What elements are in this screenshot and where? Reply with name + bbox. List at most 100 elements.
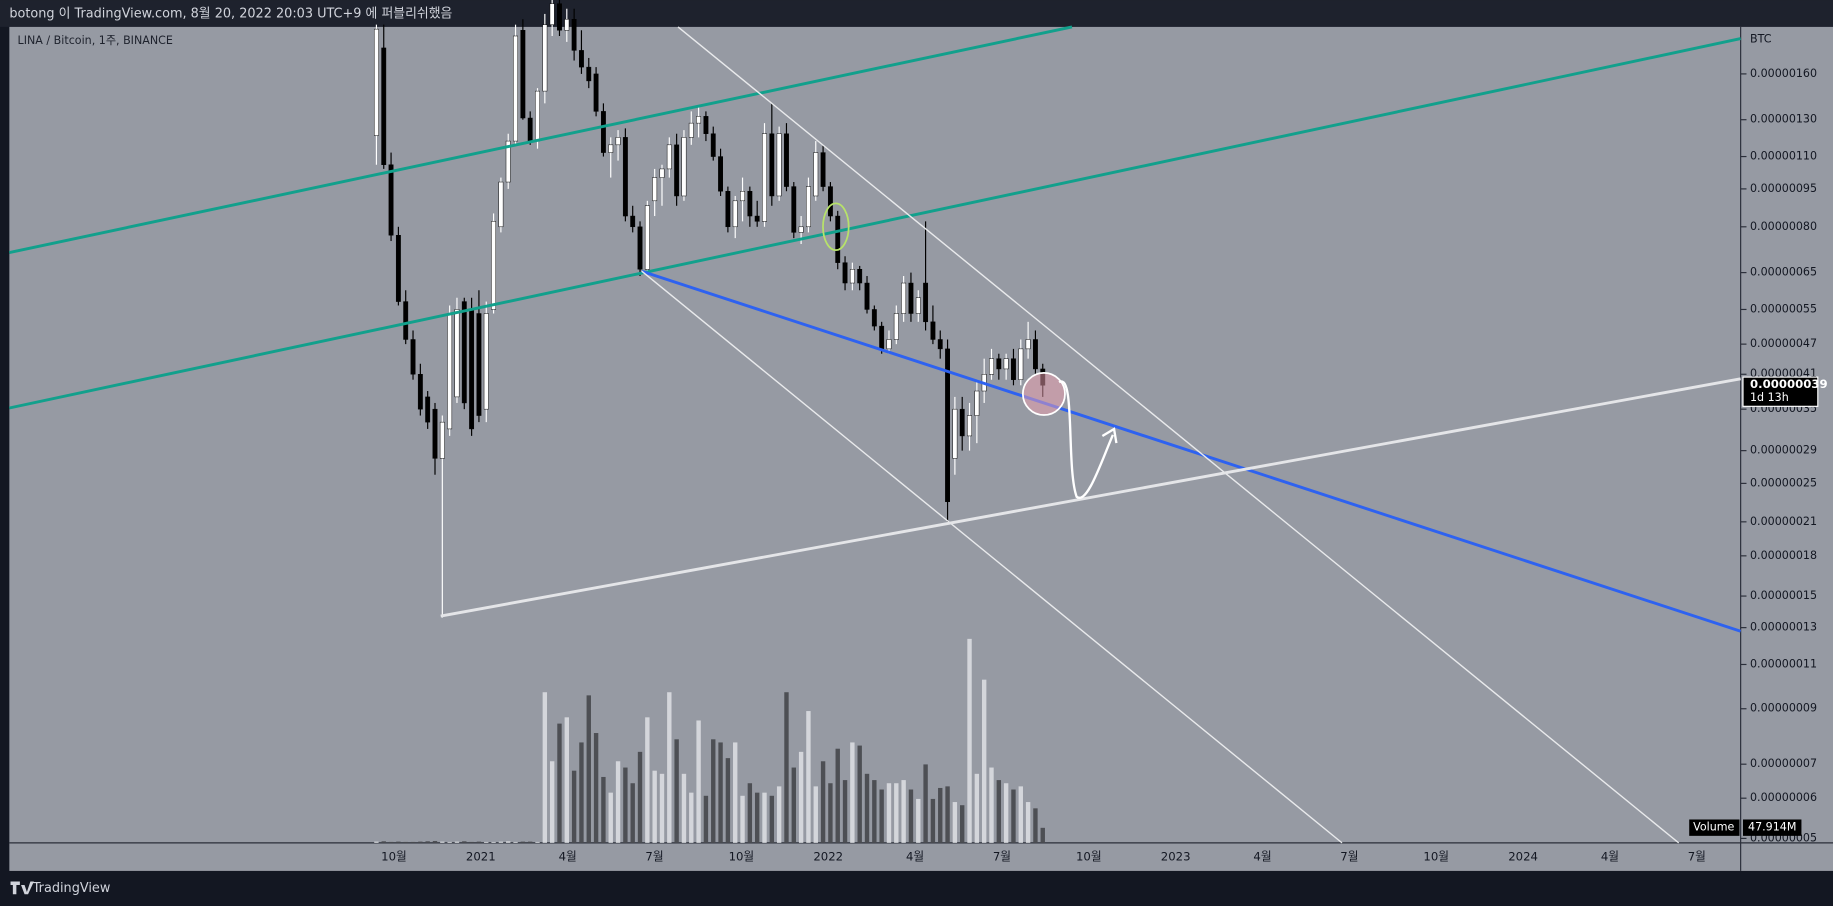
candle-body bbox=[1025, 339, 1031, 350]
volume-bar bbox=[681, 773, 687, 843]
highlight-circle bbox=[1022, 372, 1066, 416]
candle-body bbox=[696, 116, 702, 124]
candle-body bbox=[432, 408, 438, 459]
channel-line bbox=[677, 26, 1680, 844]
candle-body bbox=[666, 144, 672, 170]
volume-bar bbox=[740, 795, 745, 843]
candle-body bbox=[893, 313, 899, 340]
candle-body bbox=[967, 415, 972, 437]
candle-body bbox=[425, 396, 431, 423]
volume-bar bbox=[623, 767, 628, 843]
candle-body bbox=[615, 137, 621, 146]
y-tick-label: 0.00000029 bbox=[1750, 444, 1817, 457]
volume-bar bbox=[1003, 783, 1009, 843]
candle-body bbox=[652, 177, 658, 202]
volume-bar bbox=[850, 742, 855, 843]
candle-body bbox=[659, 168, 665, 178]
candle-body bbox=[776, 133, 782, 197]
y-tick-label: 0.00000018 bbox=[1750, 549, 1817, 562]
volume-bar bbox=[989, 767, 994, 843]
candle-body bbox=[725, 190, 731, 228]
volume-bar bbox=[659, 773, 665, 843]
currency: BTC bbox=[1750, 33, 1772, 46]
volume-bar bbox=[396, 841, 401, 843]
candle-body bbox=[688, 122, 694, 138]
volume-bar bbox=[718, 742, 723, 843]
y-tick-label: 0.00000007 bbox=[1750, 757, 1817, 770]
candle-body bbox=[557, 3, 562, 31]
volume-bar bbox=[938, 787, 943, 843]
candle-body bbox=[740, 190, 745, 202]
candle-body bbox=[769, 133, 775, 197]
volume-bar bbox=[615, 761, 621, 843]
volume-bar bbox=[535, 841, 540, 843]
volume-bar bbox=[571, 770, 577, 843]
candle-body bbox=[527, 117, 533, 142]
volume-bar bbox=[747, 783, 753, 843]
volume-bar bbox=[491, 841, 496, 843]
x-tick-label: 2024 bbox=[1508, 849, 1538, 863]
x-tick-label: 4월 bbox=[1601, 849, 1619, 863]
y-tick-label: 0.00000021 bbox=[1750, 515, 1817, 528]
support-line bbox=[440, 377, 1741, 618]
candle-body bbox=[952, 408, 958, 459]
volume-bar bbox=[410, 841, 416, 843]
candle-body bbox=[564, 18, 570, 31]
volume-bar bbox=[967, 638, 972, 843]
candle-body bbox=[1011, 358, 1016, 380]
y-tick-label: 0.00000047 bbox=[1750, 337, 1817, 350]
candle-body bbox=[747, 190, 753, 217]
candle-body bbox=[579, 50, 584, 68]
volume-name: Volume bbox=[1693, 821, 1734, 834]
volume-bar bbox=[476, 841, 482, 843]
candle-body bbox=[513, 35, 518, 142]
volume-bar bbox=[703, 795, 709, 843]
volume-bar bbox=[820, 761, 826, 843]
candle-body bbox=[586, 66, 592, 82]
price-axis bbox=[1740, 26, 1833, 871]
volume-bar bbox=[857, 745, 862, 843]
volume-bar bbox=[579, 742, 584, 843]
candle-body bbox=[447, 313, 453, 430]
candles bbox=[373, 0, 1046, 618]
volume-bar bbox=[696, 720, 701, 843]
candle-body bbox=[754, 215, 760, 222]
candle-body bbox=[857, 269, 863, 284]
candle-body bbox=[373, 28, 379, 136]
candle-body bbox=[923, 282, 929, 323]
trend-line bbox=[641, 269, 1742, 633]
candle-body bbox=[498, 181, 504, 228]
volume-bar bbox=[608, 792, 613, 843]
volume-bar bbox=[960, 805, 965, 843]
volume-bar bbox=[828, 783, 833, 843]
symbol-legend: LINA / Bitcoin, 1주, BINANCE bbox=[18, 34, 173, 47]
volume-bar bbox=[689, 792, 694, 843]
x-tick-label: 7월 bbox=[993, 849, 1011, 863]
volume-bar bbox=[864, 773, 870, 843]
volume-bar bbox=[667, 692, 672, 843]
volume-bar bbox=[791, 767, 796, 843]
volume-bar bbox=[762, 792, 767, 843]
trend-line bbox=[9, 25, 1073, 254]
candle-body bbox=[959, 408, 965, 437]
x-tick-label: 10월 bbox=[729, 849, 755, 863]
x-tick-label: 7월 bbox=[1688, 849, 1706, 863]
volume-bar bbox=[418, 841, 423, 843]
volume-bar bbox=[725, 758, 731, 843]
candle-body bbox=[996, 358, 1002, 370]
volume-pane bbox=[374, 638, 1045, 843]
y-tick-label: 0.00000110 bbox=[1750, 150, 1817, 163]
volume-bar bbox=[549, 761, 555, 843]
volume-bar bbox=[586, 695, 591, 843]
volume-bar bbox=[593, 733, 599, 843]
candle-body bbox=[593, 73, 599, 112]
volume-bar bbox=[527, 841, 533, 843]
candle-body bbox=[630, 215, 636, 228]
volume-bar bbox=[630, 783, 635, 843]
candle-body bbox=[915, 297, 921, 314]
volume-bar bbox=[908, 789, 914, 843]
candle-body bbox=[762, 133, 767, 222]
volume-bar bbox=[879, 789, 884, 843]
price-tag-label: 0.00000039 bbox=[1750, 377, 1828, 391]
drawings bbox=[9, 25, 1742, 844]
